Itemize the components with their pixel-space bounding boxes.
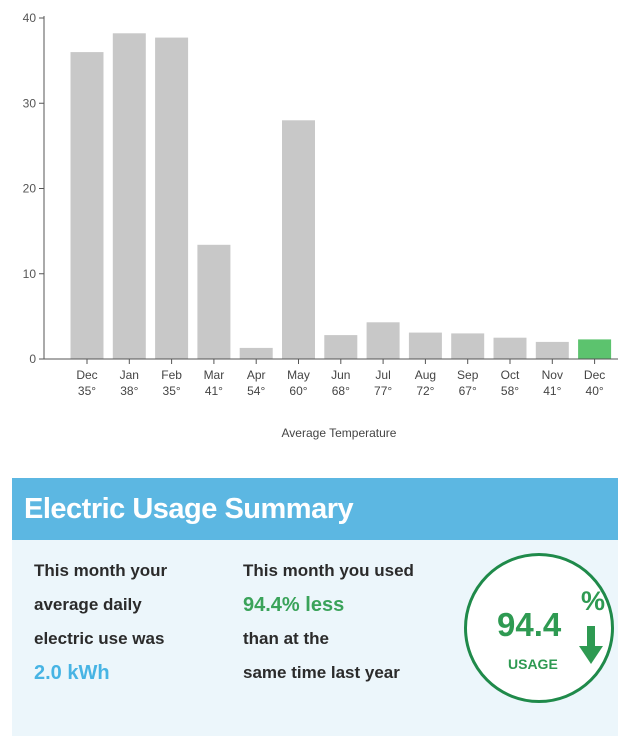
x-tick-label: May: [287, 368, 310, 382]
usage-chart: 0 10 20 30 40 Dec 35° Jan 38° Feb 35° Mar 41° Apr 54°…: [23, 11, 618, 440]
daily-use-line2: average daily: [34, 595, 142, 614]
x-axis-label: Average Temperature: [282, 426, 397, 440]
bar-dec-0: [70, 52, 104, 359]
y-tick-label: 30: [23, 96, 37, 110]
x-tick-label: Aug: [415, 368, 436, 382]
x-tick-label: Feb: [161, 368, 182, 382]
y-axis: 0 10 20 30 40: [23, 11, 45, 366]
y-tick-label: 0: [29, 352, 36, 366]
bar-nov-11: [535, 341, 569, 359]
x-temp-label: 41°: [543, 384, 561, 398]
usage-badge-label: USAGE: [508, 656, 558, 672]
daily-use-value: 2.0 kWh: [34, 662, 110, 684]
bar-oct-10: [493, 337, 527, 359]
x-tick-label: Sep: [457, 368, 479, 382]
x-temp-label: 58°: [501, 384, 519, 398]
x-temp-label: 68°: [332, 384, 350, 398]
usage-badge-number: 94.4: [497, 606, 562, 643]
usage-bar-chart: 0 10 20 30 40 Dec 35° Jan 38° Feb 35° Mar 41° Apr 54°…: [23, 11, 618, 440]
x-tick-label: Oct: [501, 368, 520, 382]
x-tick-label: Dec: [584, 368, 605, 382]
bar-jan-1: [112, 33, 146, 360]
summary-title: Electric Usage Summary: [24, 492, 354, 525]
x-tick-label: Dec: [76, 368, 97, 382]
x-axis: Dec 35° Jan 38° Feb 35° Mar 41° Apr 54° May 60° Jun 6…: [44, 358, 618, 398]
x-temp-label: 60°: [289, 384, 307, 398]
x-temp-label: 35°: [163, 384, 181, 398]
x-tick-label: Nov: [542, 368, 563, 382]
comparison-line1: This month you used: [243, 561, 414, 580]
bar-aug-8: [408, 332, 442, 359]
x-temp-label: 35°: [78, 384, 96, 398]
usage-badge-percent: %: [581, 586, 606, 616]
comparison-line4: same time last year: [243, 663, 400, 682]
bar-jul-7: [366, 322, 400, 359]
x-temp-label: 54°: [247, 384, 265, 398]
x-tick-label: Jun: [331, 368, 350, 382]
arrow-down-icon: [579, 626, 603, 664]
x-tick-label: Mar: [204, 368, 225, 382]
x-temp-label: 72°: [416, 384, 434, 398]
usage-badge: 94.4 % USAGE: [464, 553, 614, 703]
x-tick-label: Apr: [247, 368, 266, 382]
y-tick-label: 20: [23, 182, 37, 196]
bars: [70, 33, 612, 360]
bar-apr-4: [239, 347, 273, 359]
summary-header: Electric Usage Summary: [12, 478, 618, 540]
x-temp-label: 38°: [120, 384, 138, 398]
bar-sep-9: [451, 333, 485, 359]
x-temp-label: 77°: [374, 384, 392, 398]
comparison-highlight: 94.4% less: [243, 594, 345, 616]
x-temp-label: 67°: [459, 384, 477, 398]
comparison-text: This month you used 94.4% less than at t…: [243, 554, 414, 690]
comparison-line3: than at the: [243, 629, 329, 648]
daily-use-line3: electric use was: [34, 629, 165, 648]
x-temp-label: 41°: [205, 384, 223, 398]
bar-mar-3: [197, 244, 231, 359]
daily-use-line1: This month your: [34, 561, 168, 580]
bar-dec-12: [578, 339, 612, 359]
y-tick-label: 40: [23, 11, 37, 25]
bar-feb-2: [155, 37, 189, 359]
bar-jun-6: [324, 335, 358, 359]
x-tick-label: Jul: [375, 368, 390, 382]
usage-summary-panel: Electric Usage Summary This month your a…: [12, 478, 618, 736]
bar-may-5: [282, 120, 315, 359]
y-tick-label: 10: [23, 267, 37, 281]
x-tick-label: Jan: [120, 368, 139, 382]
daily-use-text: This month your average daily electric u…: [34, 554, 167, 690]
x-temp-label: 40°: [586, 384, 604, 398]
